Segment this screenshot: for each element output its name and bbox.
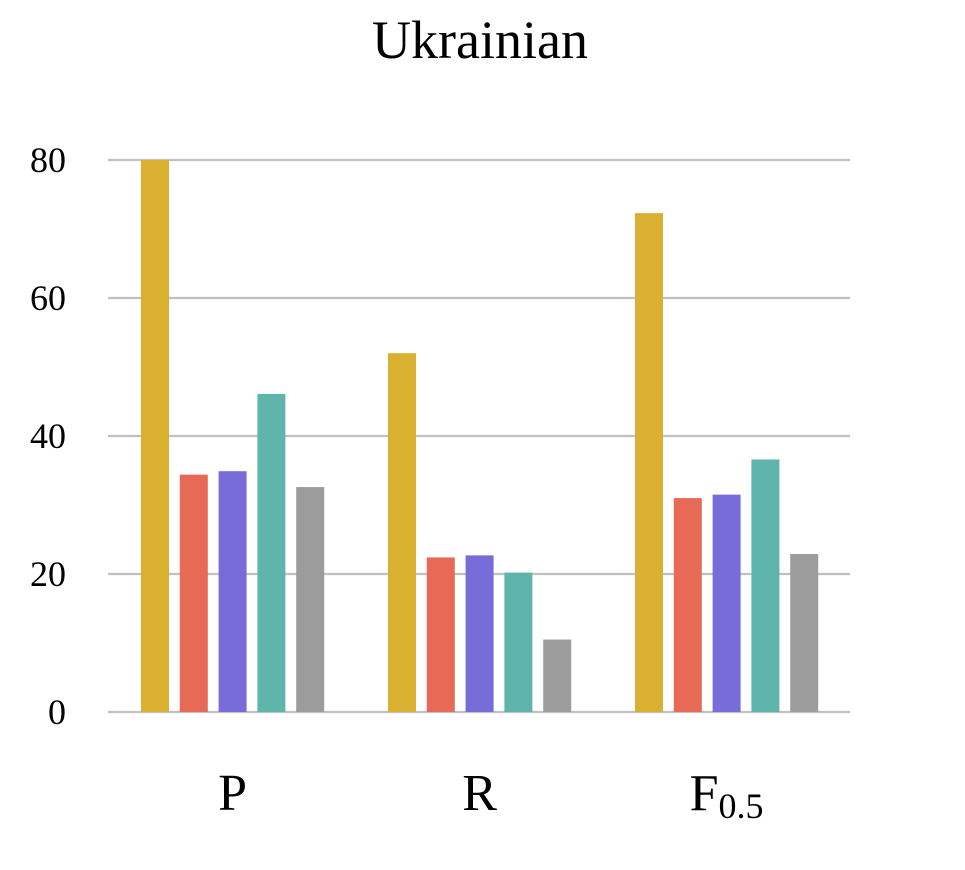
category-subscript: 0.5 (719, 786, 764, 826)
category-main: P (218, 765, 247, 822)
bar-f-series-4 (751, 459, 780, 712)
y-tick-label: 20 (30, 554, 66, 594)
bar-f-series-3 (712, 494, 741, 712)
bar-p-series-5 (296, 487, 325, 712)
bar-r-series-5 (543, 639, 572, 712)
category-main: R (462, 765, 497, 822)
bar-r-series-4 (504, 572, 533, 712)
bar-p-series-1 (141, 160, 169, 712)
bar-r-series-2 (426, 557, 455, 712)
bar-f-series-5 (790, 553, 819, 712)
bar-f-series-1 (635, 213, 663, 712)
x-category-label: P (218, 765, 247, 822)
y-tick-label: 60 (30, 278, 66, 318)
x-category-label: R (462, 765, 497, 822)
y-axis-ticks: 0 20 40 60 80 (30, 140, 66, 732)
bar-p-series-3 (218, 471, 247, 712)
bar-p-series-4 (257, 393, 286, 712)
chart-title: Ukrainian (372, 10, 588, 70)
x-category-label: F0.5 (690, 765, 764, 826)
y-tick-label: 40 (30, 416, 66, 456)
bar-r-series-1 (388, 353, 416, 712)
bar-f-series-2 (673, 498, 702, 712)
x-axis-categories: P R F0.5 (218, 765, 763, 826)
y-tick-label: 80 (30, 140, 66, 180)
y-tick-label: 0 (48, 692, 66, 732)
bars (141, 160, 819, 712)
category-main: F (690, 765, 719, 822)
bar-p-series-2 (179, 474, 208, 712)
bar-r-series-3 (465, 555, 494, 712)
